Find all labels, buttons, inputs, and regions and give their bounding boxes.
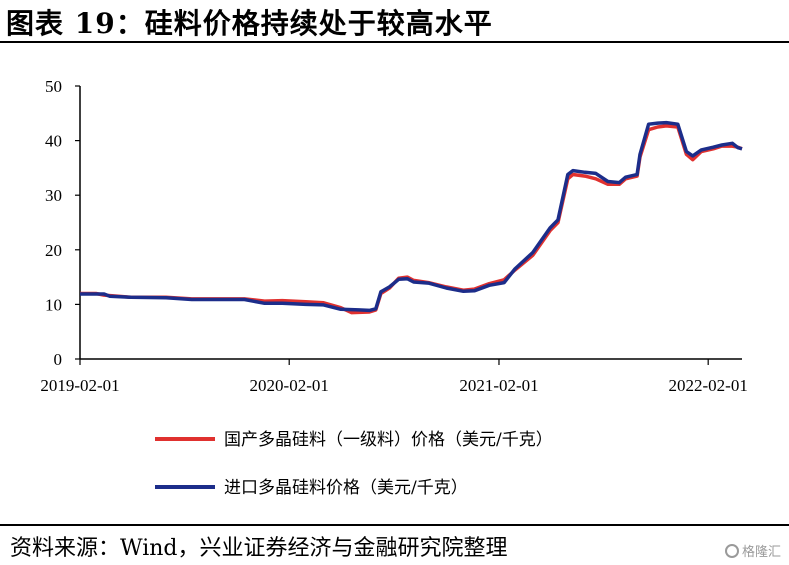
x-tick-label: 2020-02-01 <box>250 376 329 395</box>
y-tick-label: 20 <box>45 241 62 260</box>
y-tick-label: 10 <box>45 295 62 314</box>
x-tick-label: 2022-02-01 <box>669 376 748 395</box>
chart-series <box>80 120 743 315</box>
legend-label-1: 国产多晶硅料（一级料）价格（美元/千克） <box>224 430 553 450</box>
source-note: 资料来源：Wind，兴业证券经济与金融研究院整理 <box>10 536 508 561</box>
figure-title: 图表 19：硅料价格持续处于较高水平 <box>6 7 493 40</box>
watermark: 格隆汇 <box>724 541 781 560</box>
y-tick-label: 50 <box>45 77 62 96</box>
watermark-logo-icon <box>724 543 739 558</box>
series-line-1 <box>80 124 743 315</box>
top-rule <box>0 41 789 43</box>
series-line-2 <box>80 120 743 313</box>
bottom-rule <box>0 524 789 526</box>
y-tick-label: 0 <box>54 350 63 369</box>
x-tick-label: 2019-02-01 <box>40 376 119 395</box>
line-chart: 0 10 20 30 40 50 2019-02-01 2020-02-01 2021-02-0… <box>40 77 748 498</box>
x-tick-label: 2021-02-01 <box>459 376 538 395</box>
watermark-text: 格隆汇 <box>741 545 781 560</box>
y-tick-label: 40 <box>45 132 62 151</box>
y-tick-label: 30 <box>45 186 62 205</box>
chart-axes: 0 10 20 30 40 50 2019-02-01 2020-02-01 2021-02-0… <box>40 77 748 395</box>
legend-label-2: 进口多晶硅料价格（美元/千克） <box>224 478 468 498</box>
chart-legend: 国产多晶硅料（一级料）价格（美元/千克） 进口多晶硅料价格（美元/千克） <box>155 430 553 498</box>
